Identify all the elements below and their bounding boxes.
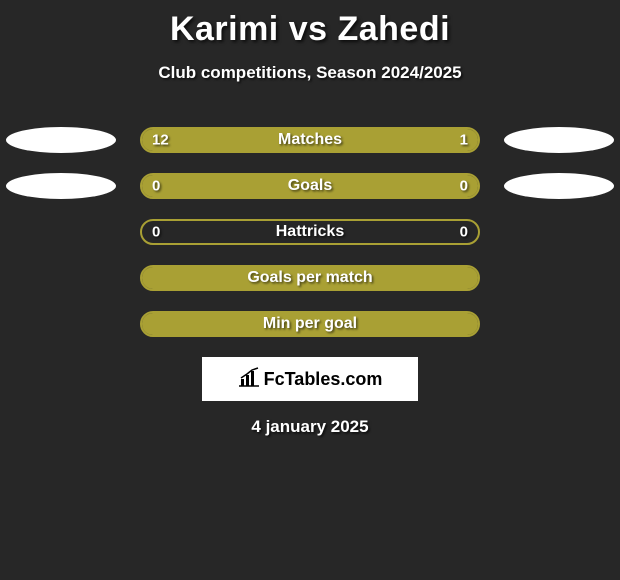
stat-bar: Goals00 [140, 173, 480, 199]
logo-box: FcTables.com [202, 357, 418, 401]
player-right-indicator [504, 173, 614, 199]
logo-text: FcTables.com [264, 369, 383, 390]
comparison-row: Min per goal [0, 311, 620, 337]
comparison-rows: Matches121 Goals00 Hattricks0 0 Goals per ma… [0, 127, 620, 337]
player-right-indicator [504, 127, 614, 153]
stat-bar: Min per goal [140, 311, 480, 337]
stat-bar: Matches121 [140, 127, 480, 153]
stat-bar-fill-left [142, 129, 407, 151]
stat-bar-fill-left [142, 175, 478, 197]
date-text: 4 january 2025 [0, 417, 620, 437]
stat-bar: Hattricks0 0 [140, 219, 480, 245]
comparison-row: Goals per match [0, 265, 620, 291]
stat-bar-fill-right [407, 129, 478, 151]
stat-bar-fill-left [142, 313, 478, 335]
comparison-row: Matches121 [0, 127, 620, 153]
page-title: Karimi vs Zahedi [0, 0, 620, 49]
stat-bar-fill-left [142, 267, 478, 289]
player-left-indicator [6, 127, 116, 153]
player-left-indicator [6, 173, 116, 199]
comparison-row: Hattricks0 0 [0, 219, 620, 245]
stat-value-right: 0 [460, 224, 468, 241]
stat-bar: Goals per match [140, 265, 480, 291]
page-subtitle: Club competitions, Season 2024/2025 [0, 63, 620, 83]
stat-label: Hattricks [142, 223, 478, 241]
comparison-row: Goals00 [0, 173, 620, 199]
stat-value-left: 0 [152, 224, 160, 241]
barchart-icon [238, 367, 260, 392]
